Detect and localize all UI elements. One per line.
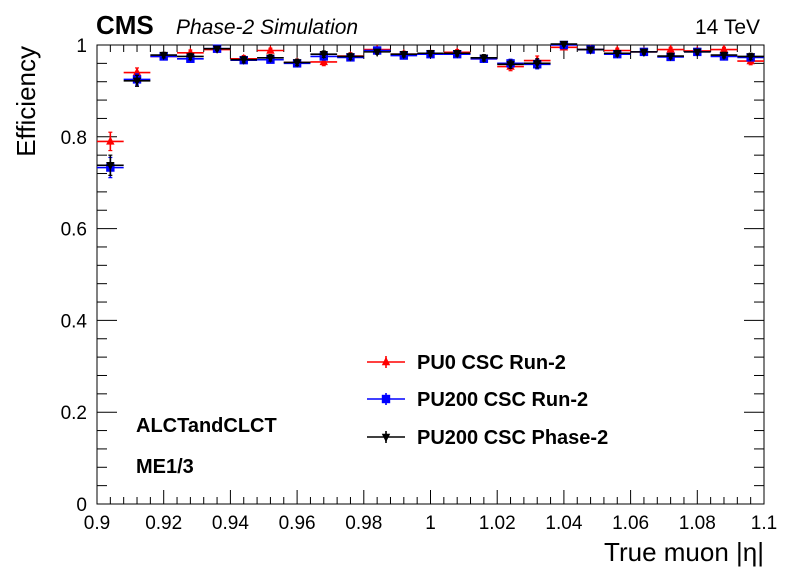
data-point — [399, 50, 409, 60]
data-point — [319, 50, 328, 60]
y-tick-label: 1 — [76, 36, 87, 57]
data-point — [559, 40, 569, 50]
data-point — [186, 53, 195, 62]
annotation-station: ME1/3 — [136, 456, 194, 478]
data-point — [506, 61, 515, 70]
data-point — [533, 60, 542, 69]
data-point — [746, 53, 755, 62]
data-point — [479, 54, 489, 64]
data-point — [719, 51, 729, 61]
data-point — [346, 53, 355, 62]
x-tick-label: 1.04 — [545, 513, 582, 534]
legend-entry-1: PU200 CSC Run-2 — [367, 389, 588, 411]
y-tick-label: 0.6 — [61, 220, 87, 241]
y-tick-label: 0.8 — [61, 128, 87, 149]
data-point — [132, 77, 142, 87]
data-point — [239, 56, 248, 65]
legend-marker — [381, 394, 391, 404]
x-tick-label: 0.9 — [84, 513, 110, 534]
data-point — [372, 48, 382, 58]
data-point — [292, 59, 302, 68]
status-label: Phase-2 Simulation — [176, 16, 358, 39]
annotation-trigger: ALCTandCLCT — [136, 415, 277, 437]
x-tick-label: 0.96 — [279, 513, 316, 534]
y-tick-label: 0.2 — [61, 403, 87, 424]
x-tick-label: 1.02 — [479, 513, 516, 534]
energy-label: 14 TeV — [695, 16, 760, 39]
data-point — [426, 50, 435, 59]
data-point — [266, 45, 275, 54]
x-axis-title: True muon |η| — [604, 537, 764, 567]
legend: PU0 CSC Run-2 PU200 CSC Run-2 PU200 CSC Ph… — [367, 352, 608, 449]
legend-marker — [381, 433, 391, 443]
series-1 — [97, 40, 764, 179]
data-point — [719, 44, 729, 53]
data-point — [132, 67, 142, 76]
data-point — [693, 48, 702, 58]
legend-marker — [381, 356, 391, 366]
x-tick-label: 1 — [425, 513, 436, 534]
data-point — [613, 50, 622, 59]
x-tick-label: 0.94 — [212, 513, 249, 534]
data-point — [319, 56, 328, 66]
x-tick-label: 1.1 — [751, 513, 777, 534]
x-tick-label: 1.08 — [679, 513, 716, 534]
series-2 — [97, 40, 764, 176]
legend-entry-2: PU200 CSC Phase-2 — [367, 427, 608, 449]
legend-label: PU200 CSC Run-2 — [417, 389, 588, 411]
data-point — [452, 50, 462, 59]
data-point — [586, 46, 595, 55]
data-point — [666, 52, 675, 62]
data-point — [159, 51, 168, 61]
legend-entry-0: PU0 CSC Run-2 — [367, 352, 566, 374]
x-tick-label: 0.98 — [345, 513, 382, 534]
data-point — [106, 162, 115, 171]
data-point — [212, 45, 222, 54]
legend-label: PU200 CSC Phase-2 — [417, 427, 608, 449]
data-point — [666, 44, 675, 53]
data-point — [106, 136, 115, 145]
axes: 0.9 0.92 0.94 0.96 0.98 1 1.02 1.04 1.06 1.08 1.1 0… — [61, 36, 778, 534]
y-axis-title: Efficiency — [11, 46, 41, 157]
legend-label: PU0 CSC Run-2 — [417, 352, 566, 374]
data-point — [266, 54, 275, 64]
y-tick-label: 0.4 — [61, 311, 88, 332]
x-tick-label: 0.92 — [145, 513, 182, 534]
data-points — [97, 40, 764, 179]
y-tick-label: 0 — [76, 495, 87, 516]
experiment-label: CMS — [96, 10, 154, 40]
data-point — [639, 48, 649, 58]
x-tick-label: 1.06 — [612, 513, 649, 534]
